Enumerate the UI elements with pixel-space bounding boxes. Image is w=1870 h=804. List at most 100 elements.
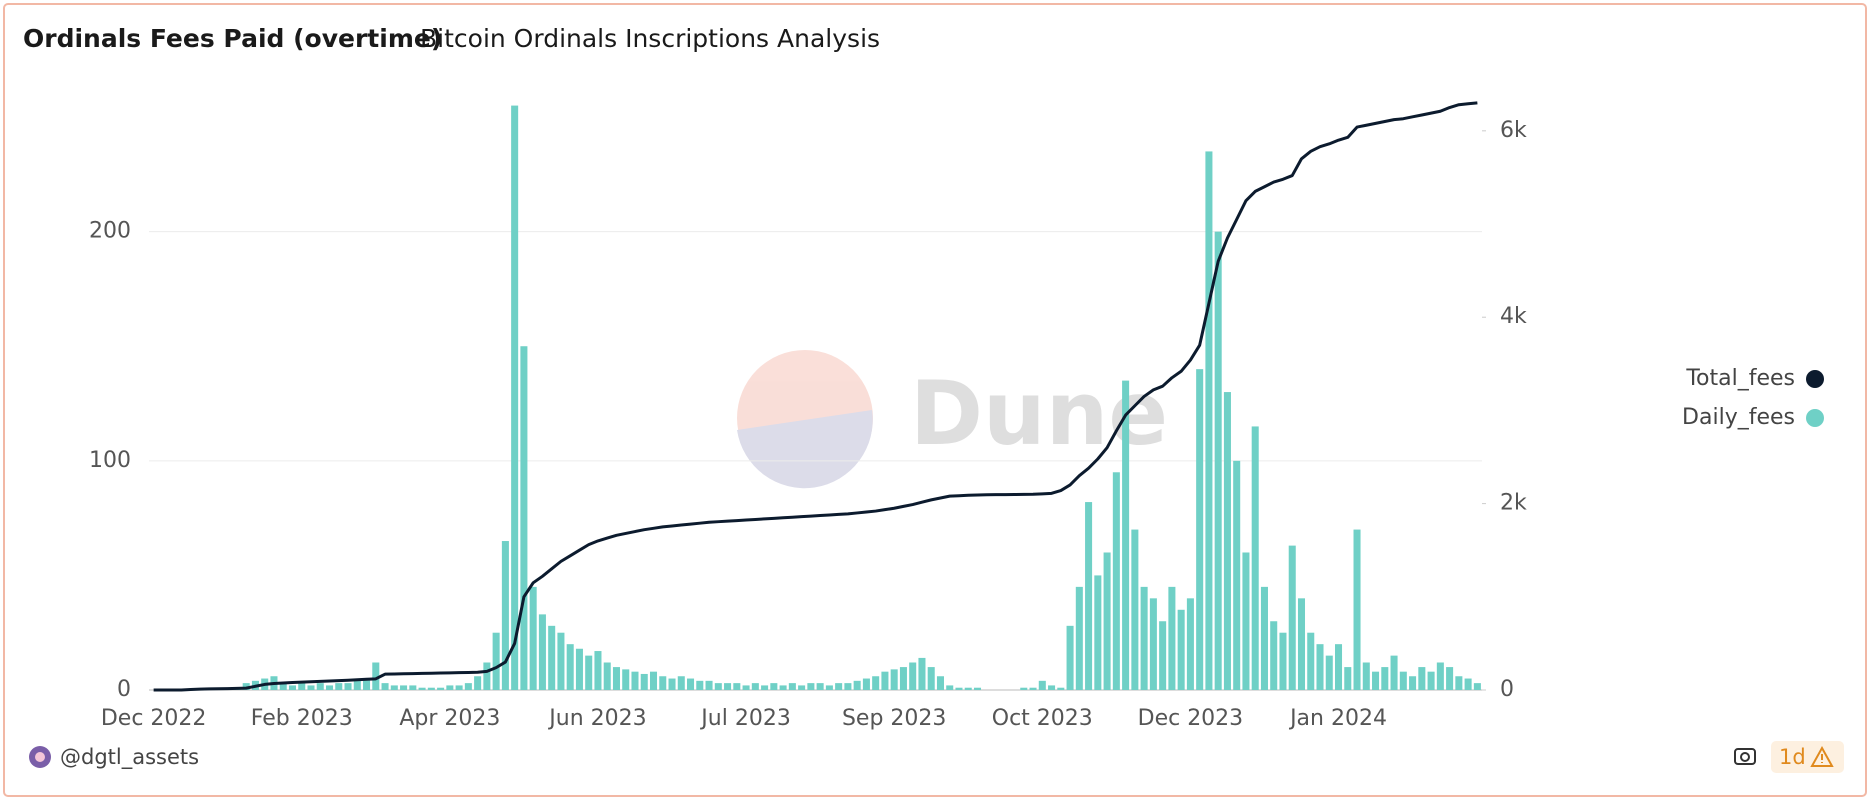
bar xyxy=(288,685,297,690)
bar xyxy=(835,683,843,690)
bar xyxy=(1372,671,1380,690)
bar xyxy=(798,685,806,690)
bar xyxy=(242,683,250,690)
bar xyxy=(714,683,722,690)
bar xyxy=(1473,683,1481,690)
bar xyxy=(1399,671,1407,690)
bar xyxy=(742,685,750,690)
x-tick-label: Dec 2022 xyxy=(101,706,207,731)
x-tick-label: Jul 2023 xyxy=(699,706,791,731)
bar xyxy=(1418,667,1426,690)
bar xyxy=(946,685,954,690)
bar xyxy=(520,346,528,690)
bar xyxy=(770,683,778,690)
bar xyxy=(1149,598,1157,690)
bar xyxy=(372,662,380,690)
bar xyxy=(1205,151,1213,690)
plot-area: 0 100 200 0 2k 4k 6k Dec 2022 Feb 2023 Apr 2023 Ju… xyxy=(89,101,1527,731)
bar xyxy=(446,685,454,690)
bar xyxy=(474,676,482,690)
bar xyxy=(751,683,759,690)
y-tick-label: 100 xyxy=(89,448,131,473)
bar xyxy=(761,685,769,690)
bar xyxy=(1168,586,1176,690)
bar xyxy=(1038,680,1046,690)
bar xyxy=(1103,552,1111,690)
camera-icon xyxy=(1734,748,1756,765)
bar xyxy=(631,671,639,690)
bar xyxy=(298,683,306,690)
y-tick-label: 200 xyxy=(89,219,131,244)
bar xyxy=(927,667,935,690)
bar xyxy=(455,685,463,690)
bar xyxy=(1288,545,1296,690)
author-handle[interactable]: @dgtl_assets xyxy=(60,745,199,770)
bar xyxy=(1334,644,1343,690)
bar xyxy=(964,687,972,690)
bar xyxy=(1279,632,1287,690)
bar xyxy=(279,683,287,690)
bar xyxy=(1436,662,1444,690)
watermark-logo-part xyxy=(737,410,873,489)
bar xyxy=(899,667,907,690)
bar xyxy=(538,614,546,690)
bar xyxy=(1325,655,1333,690)
bar xyxy=(1066,625,1074,690)
bar xyxy=(733,683,741,690)
bar xyxy=(779,685,787,690)
x-tick-label: Jun 2023 xyxy=(547,706,646,731)
x-tick-label: Jan 2024 xyxy=(1288,706,1387,731)
bar xyxy=(1196,369,1204,690)
legend-label: Daily_fees xyxy=(1682,405,1795,430)
x-tick-label: Sep 2023 xyxy=(842,706,946,731)
bar xyxy=(955,687,963,690)
bar xyxy=(1020,687,1028,690)
bar xyxy=(1029,687,1037,690)
bar xyxy=(464,683,472,690)
bar xyxy=(1344,667,1352,690)
x-tick-label: Oct 2023 xyxy=(992,706,1093,731)
bar xyxy=(872,676,880,690)
bar xyxy=(1260,586,1268,690)
y2-tick-label: 4k xyxy=(1500,304,1527,329)
bar xyxy=(788,683,796,690)
camera-lens xyxy=(1740,752,1750,762)
bar xyxy=(973,687,982,690)
bar xyxy=(400,685,408,690)
x-tick-label: Apr 2023 xyxy=(399,706,500,731)
x-tick-label: Feb 2023 xyxy=(251,706,353,731)
bar xyxy=(622,669,630,690)
bar xyxy=(1057,687,1065,690)
bar xyxy=(659,676,667,690)
bar xyxy=(1159,621,1167,690)
bar xyxy=(1242,552,1250,690)
bar xyxy=(409,685,417,690)
bar xyxy=(1186,598,1194,690)
bar xyxy=(1353,529,1361,690)
y-tick-label: 0 xyxy=(117,677,131,702)
bar xyxy=(363,678,371,690)
bar xyxy=(511,105,519,690)
bar xyxy=(918,657,926,690)
bar xyxy=(844,683,852,690)
bar xyxy=(381,683,389,690)
bar xyxy=(1048,685,1056,690)
bar xyxy=(612,667,620,690)
bar xyxy=(825,685,833,690)
bar xyxy=(483,662,491,690)
bar xyxy=(325,685,334,690)
bar xyxy=(353,680,361,690)
bar xyxy=(418,687,426,690)
bar xyxy=(307,685,315,690)
author-avatar-inner xyxy=(35,752,45,762)
bar xyxy=(1233,460,1241,690)
bar xyxy=(1214,231,1222,690)
bar xyxy=(649,671,658,690)
bar xyxy=(1251,426,1259,690)
bar xyxy=(316,683,324,690)
screenshot-button[interactable] xyxy=(1734,748,1756,765)
bar xyxy=(427,687,435,690)
bar xyxy=(557,632,565,690)
refresh-badge-label: 1d xyxy=(1779,745,1806,769)
